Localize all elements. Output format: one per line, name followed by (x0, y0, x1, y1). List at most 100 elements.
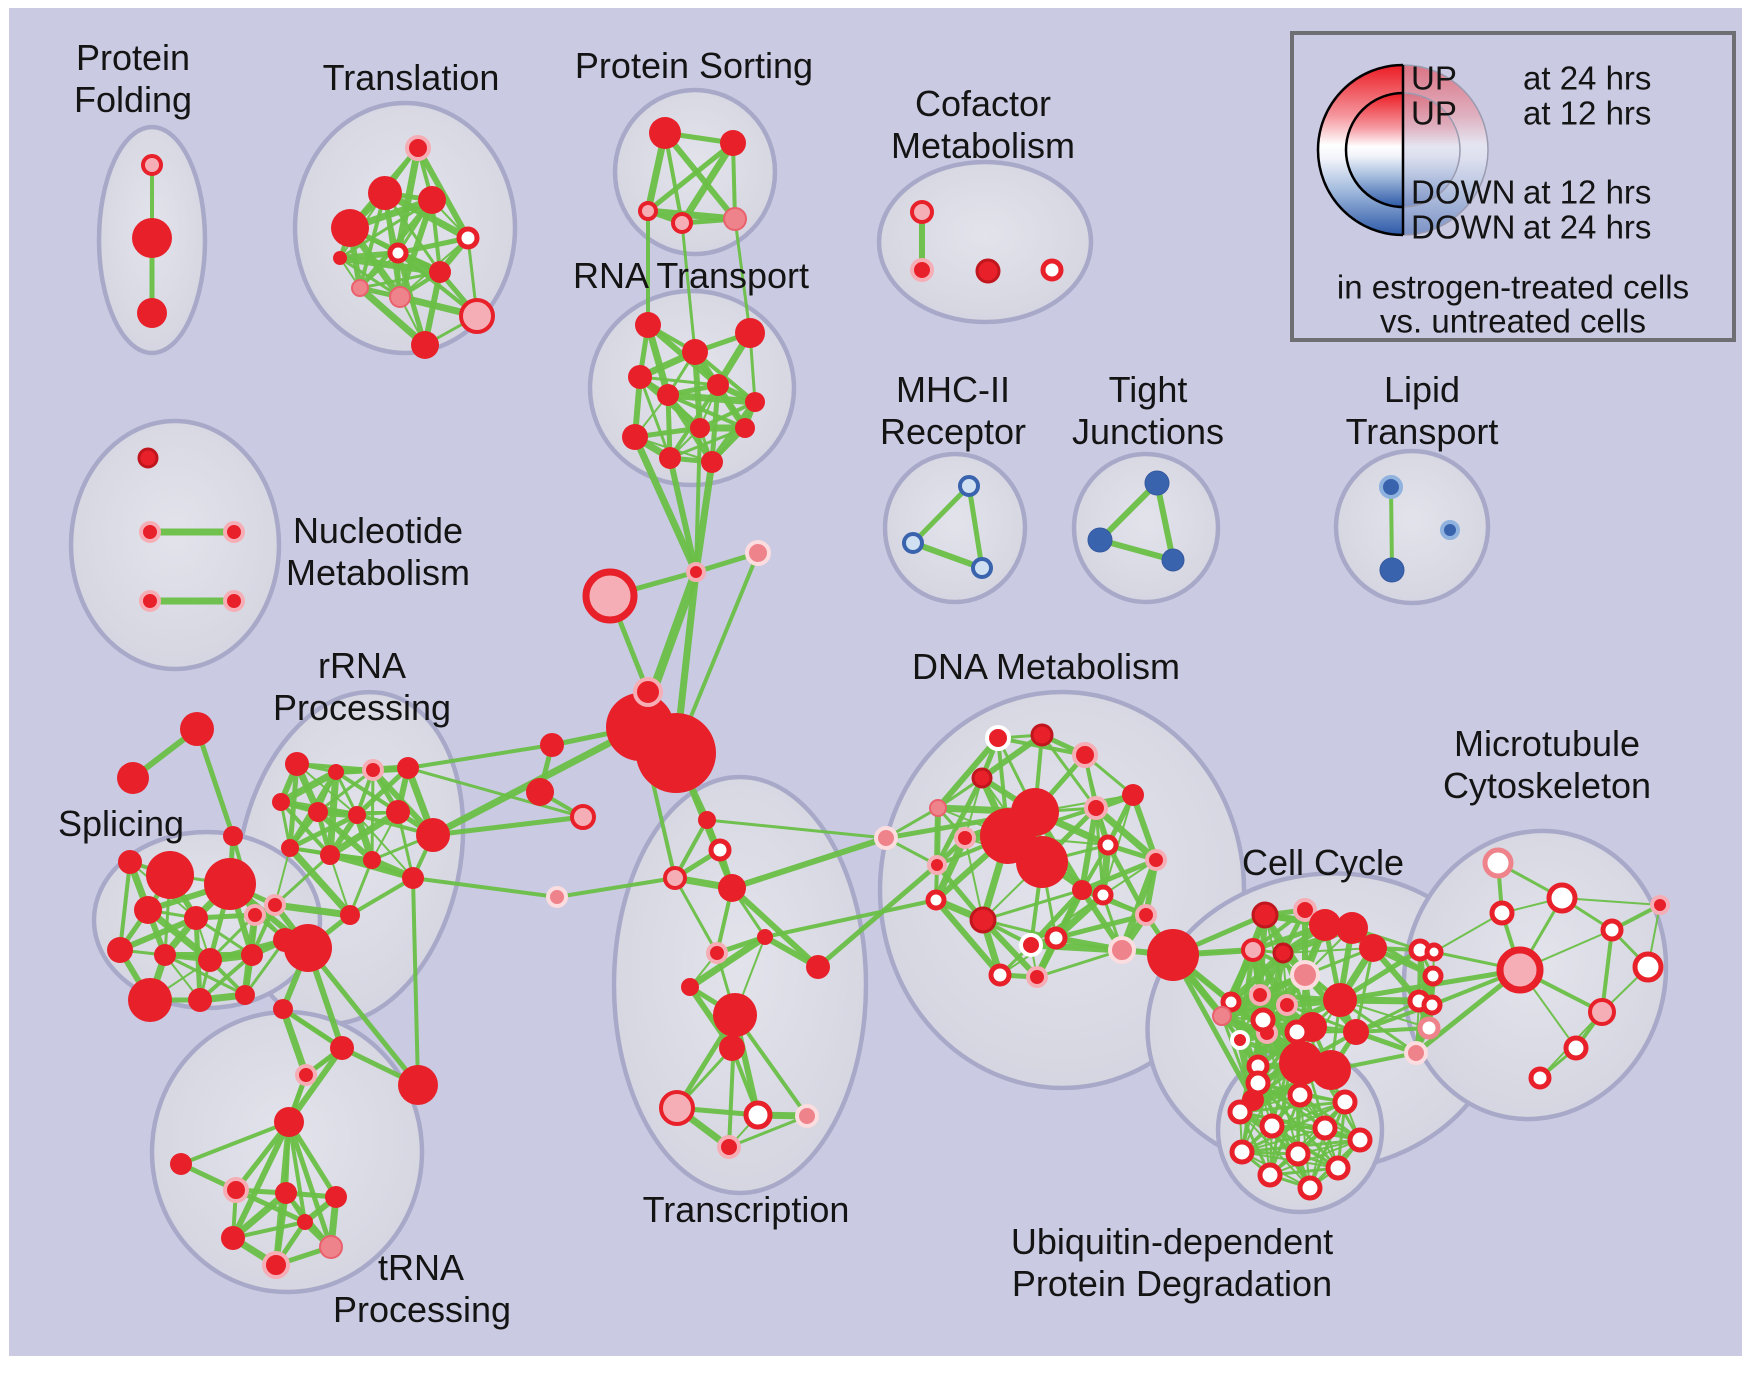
legend-inner-right-arc (1402, 92, 1461, 208)
interaction-edge (680, 222, 697, 353)
gene-node (1359, 934, 1387, 962)
cluster-label-rr: Processing (273, 687, 451, 728)
interaction-edge (1269, 1139, 1361, 1176)
gene-node (204, 858, 256, 910)
cluster-ellipse-nm (68, 418, 282, 672)
cluster-ellipse-tx (611, 774, 869, 1196)
cluster-ellipse-mh (882, 451, 1028, 605)
gene-node (723, 207, 747, 231)
gene-node (351, 279, 369, 297)
interaction-edge (287, 845, 353, 918)
interaction-edge (348, 876, 415, 917)
cluster-ellipse-lp (1333, 448, 1491, 606)
gene-node (707, 374, 729, 396)
gene-node (1323, 983, 1357, 1017)
gene-node (1650, 895, 1670, 915)
gene-node (139, 521, 161, 543)
gene-node (128, 978, 172, 1022)
gene-node (134, 896, 162, 924)
gene-node (180, 712, 214, 746)
gene-node (333, 251, 347, 265)
gene-node (1147, 929, 1199, 981)
gene-node (295, 1064, 317, 1086)
gene-node (526, 778, 554, 806)
gene-node (735, 318, 765, 348)
gene-node (389, 286, 411, 308)
interaction-edge (667, 391, 756, 406)
gene-node (320, 845, 340, 865)
gene-node (659, 447, 681, 469)
interaction-edge (287, 1121, 307, 1223)
gene-node (1422, 965, 1444, 987)
gene-node (958, 475, 980, 497)
gene-node (137, 298, 167, 328)
interaction-edge (933, 898, 1003, 977)
gene-node (622, 424, 648, 450)
cluster-label-tj: Tight (1109, 369, 1188, 410)
gene-node (429, 261, 451, 283)
gene-node (319, 1235, 343, 1259)
interaction-edge (816, 863, 939, 969)
gene-node (1343, 1019, 1369, 1045)
gene-node (540, 733, 564, 757)
cluster-label-ub: Protein Degradation (1012, 1263, 1332, 1304)
gene-node (806, 955, 830, 979)
interaction-edge (729, 885, 821, 970)
gene-node (241, 944, 263, 966)
gene-node (1227, 1099, 1253, 1125)
interaction-edge (317, 768, 374, 814)
interaction-edge (194, 728, 236, 837)
cluster-label-lp: Lipid (1384, 369, 1460, 410)
gene-node (1489, 900, 1515, 926)
interaction-edge (356, 814, 414, 879)
interaction-edge (699, 400, 756, 430)
interaction-edge (1170, 953, 1256, 1102)
gene-node (1496, 946, 1544, 994)
gene-node (117, 762, 149, 794)
gene-node (272, 793, 290, 811)
interaction-edge (764, 898, 937, 939)
interaction-edge (706, 818, 887, 840)
interaction-edge (355, 766, 410, 817)
gene-node (402, 867, 424, 889)
legend-outer-right-arc (1402, 64, 1489, 236)
gene-node (1019, 933, 1043, 957)
interaction-edge (411, 877, 420, 1086)
gene-node (1135, 904, 1157, 926)
interaction-edge (935, 736, 1001, 810)
gene-node (1588, 998, 1616, 1026)
gene-node (795, 1104, 819, 1128)
gene-node (1030, 723, 1054, 747)
interaction-edge (1308, 1101, 1347, 1189)
gene-node (971, 557, 993, 579)
cluster-label-nm: Nucleotide (293, 510, 463, 551)
legend-inner-left-arc (1344, 91, 1404, 209)
gene-node (405, 135, 431, 161)
interaction-edge (230, 1120, 292, 1240)
interaction-edge (679, 141, 736, 225)
interaction-edge (692, 461, 716, 573)
gene-node (1016, 836, 1068, 888)
cluster-label-mt: Microtubule (1454, 723, 1640, 764)
interaction-edge (357, 285, 428, 348)
interaction-edge (407, 766, 584, 819)
cluster-label-mh: Receptor (880, 411, 1026, 452)
gene-node (925, 889, 947, 911)
gene-node (1336, 912, 1368, 944)
gene-node (397, 757, 419, 779)
interaction-edge (673, 877, 719, 954)
legend-direction-0: UP (1411, 60, 1457, 97)
gene-node (638, 201, 658, 221)
interaction-edge (966, 485, 985, 569)
gene-node (582, 568, 638, 624)
gene-node (1144, 470, 1170, 496)
gene-node (1040, 258, 1064, 282)
gene-node (1404, 1041, 1428, 1065)
gene-node (1563, 1035, 1589, 1061)
gene-node (657, 384, 679, 406)
gene-node (368, 176, 402, 210)
gene-node (1325, 1155, 1351, 1181)
gene-node (1072, 742, 1098, 768)
interaction-edge (639, 375, 719, 387)
